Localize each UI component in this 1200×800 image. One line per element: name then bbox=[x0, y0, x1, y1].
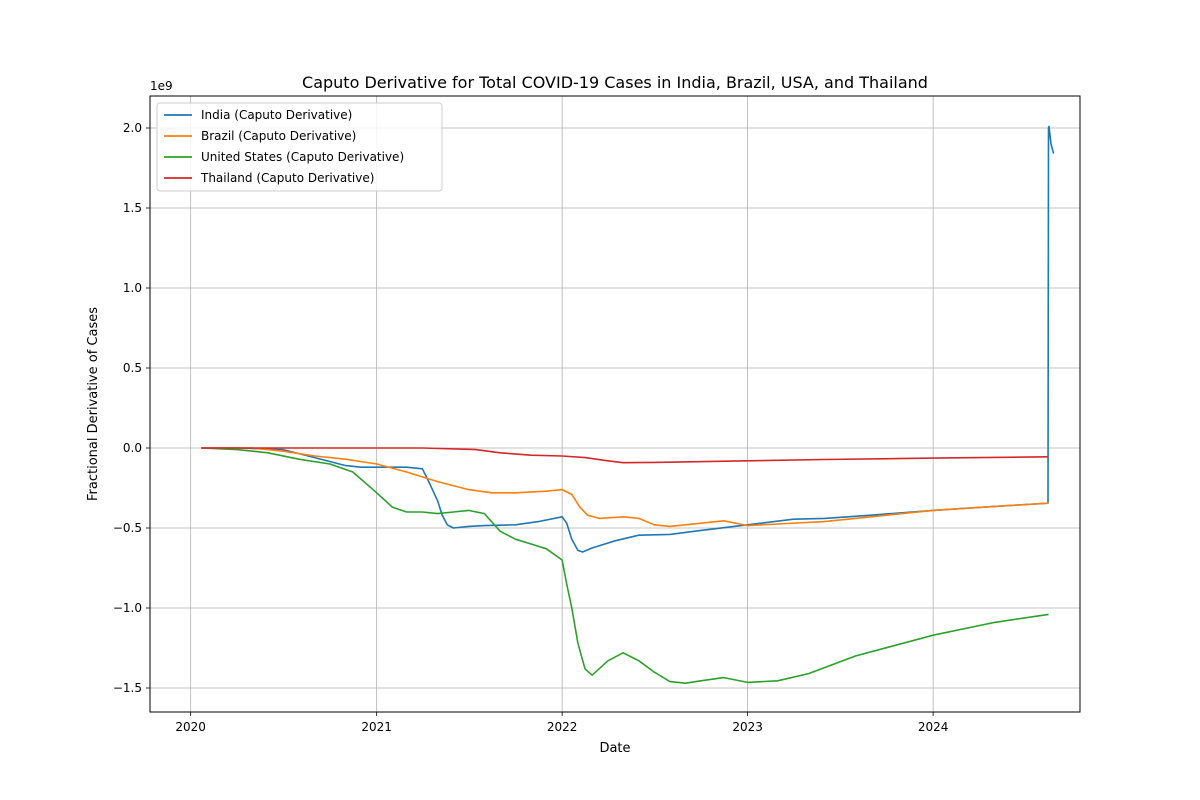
legend-label: United States (Caputo Derivative) bbox=[201, 150, 404, 164]
y-axis-ticks: −1.5 −1.0 −0.5 0.0 0.5 1.0 1.5 2.0 bbox=[113, 121, 150, 695]
x-tick-label: 2020 bbox=[175, 720, 206, 734]
series-group bbox=[201, 125, 1055, 685]
y-tick-label: 1.5 bbox=[123, 201, 142, 215]
legend-box bbox=[156, 102, 443, 192]
y-tick-label: −0.5 bbox=[113, 521, 142, 535]
series-line-3 bbox=[201, 447, 1049, 685]
x-tick-label: 2022 bbox=[547, 720, 578, 734]
x-tick-label: 2023 bbox=[732, 720, 763, 734]
y-tick-label: 1.0 bbox=[123, 281, 142, 295]
x-axis-ticks: 2020 2021 2022 2023 2024 bbox=[175, 712, 948, 734]
y-tick-label: −1.0 bbox=[113, 601, 142, 615]
y-tick-label: −1.5 bbox=[113, 681, 142, 695]
legend: India (Caputo Derivative) Brazil (Caputo … bbox=[156, 102, 443, 192]
x-tick-label: 2024 bbox=[918, 720, 949, 734]
x-tick-label: 2021 bbox=[361, 720, 392, 734]
y-tick-label: 0.0 bbox=[123, 441, 142, 455]
series-line-4 bbox=[201, 447, 1049, 464]
y-offset-label: 1e9 bbox=[150, 79, 173, 93]
y-axis-label: Fractional Derivative of Cases bbox=[86, 307, 101, 501]
chart-title: Caputo Derivative for Total COVID-19 Cas… bbox=[302, 73, 928, 92]
y-tick-label: 2.0 bbox=[123, 121, 142, 135]
plot-frame bbox=[149, 95, 1081, 713]
legend-label: Thailand (Caputo Derivative) bbox=[200, 171, 374, 185]
legend-label: India (Caputo Derivative) bbox=[201, 108, 352, 122]
y-tick-label: 0.5 bbox=[123, 361, 142, 375]
series-line-2 bbox=[201, 447, 1049, 528]
x-axis-label: Date bbox=[599, 741, 630, 756]
legend-label: Brazil (Caputo Derivative) bbox=[201, 129, 356, 143]
